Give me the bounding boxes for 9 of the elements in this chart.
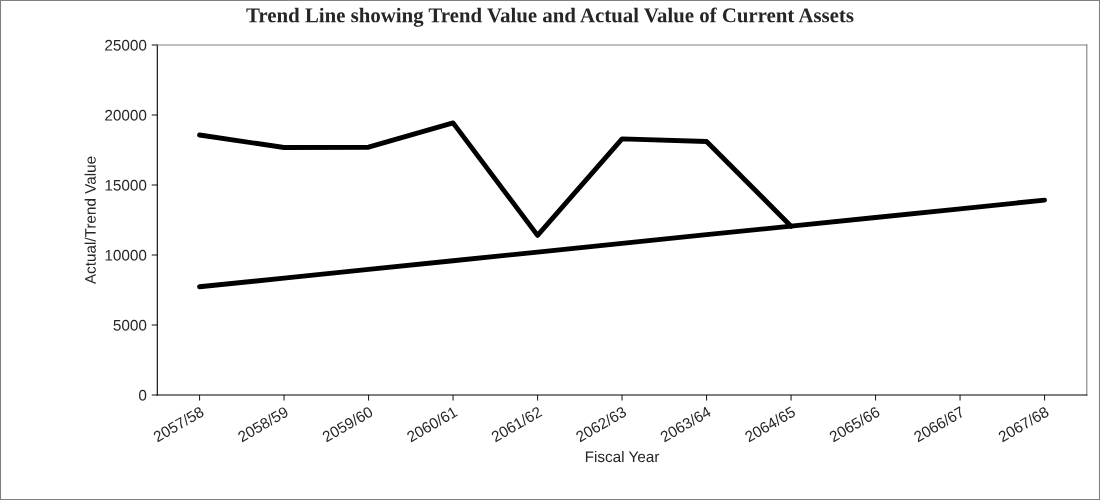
y-tick-label: 10000	[105, 249, 147, 261]
y-tick-label: 25000	[105, 39, 147, 51]
y-axis-title: Actual/Trend Value	[84, 156, 96, 285]
y-tick-label: 0	[138, 389, 147, 401]
y-tick-label: 20000	[105, 109, 147, 121]
y-tick-label: 15000	[105, 179, 147, 191]
y-tick-label: 5000	[113, 319, 147, 331]
chart-title: Trend Line showing Trend Value and Actual Value of Current Assets	[246, 7, 854, 27]
x-axis-title: Fiscal Year	[585, 450, 660, 463]
